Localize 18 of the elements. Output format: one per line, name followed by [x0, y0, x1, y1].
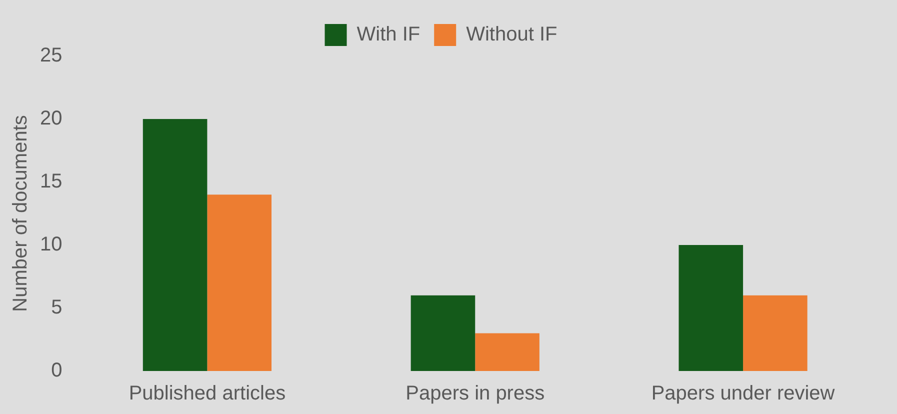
- y-tick-label: 5: [51, 296, 62, 319]
- y-axis-title: Number of documents: [10, 115, 32, 312]
- bar: [410, 295, 476, 371]
- legend-label: With IF: [356, 24, 420, 46]
- bar: [142, 119, 208, 371]
- y-tick-label: 0: [51, 360, 62, 382]
- y-tick-label: 20: [40, 108, 62, 130]
- y-tick-label: 25: [40, 44, 62, 67]
- y-tick-label: 15: [40, 170, 62, 193]
- bar: [743, 295, 808, 371]
- bar: [207, 194, 272, 371]
- y-tick-label: 10: [40, 234, 62, 256]
- x-tick-label: Published articles: [128, 382, 286, 405]
- legend-label: Without IF: [466, 24, 558, 46]
- bar: [678, 245, 744, 371]
- bar: [475, 333, 540, 371]
- x-tick-label: Papers in press: [406, 382, 545, 405]
- x-tick-label: Papers under review: [651, 382, 836, 405]
